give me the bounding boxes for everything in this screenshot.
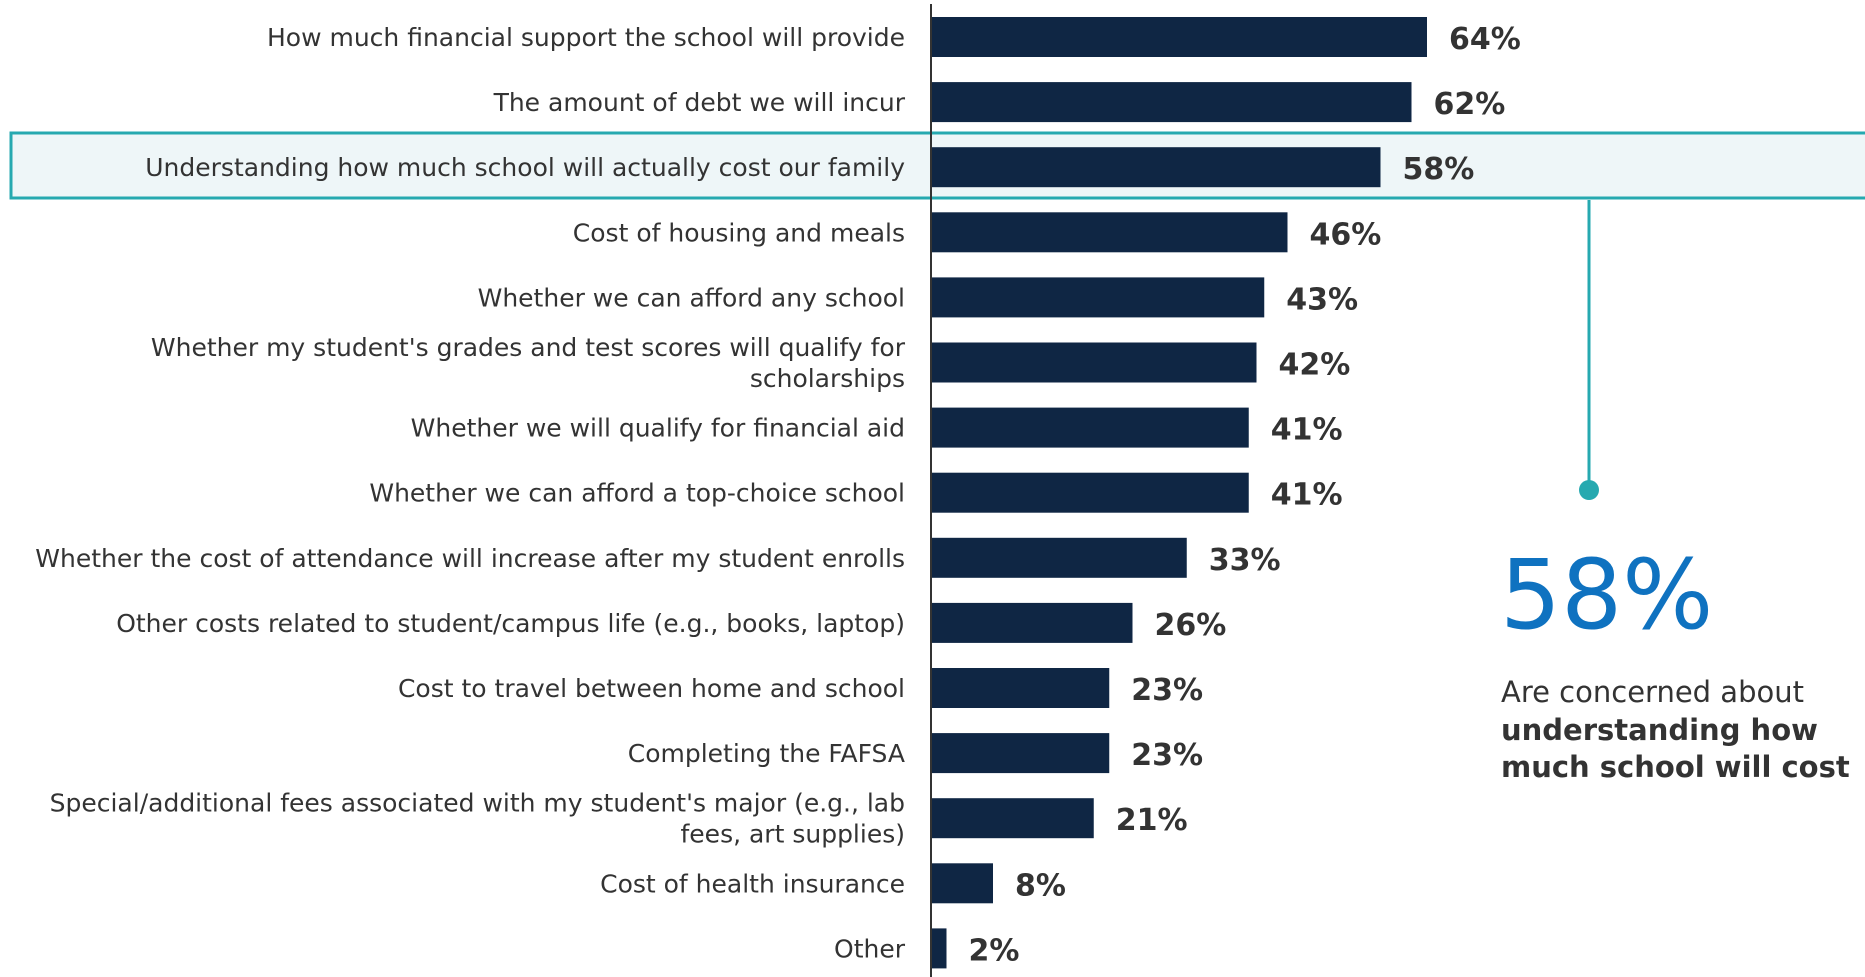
bar-10 [931,668,1110,708]
bar-13 [931,863,993,904]
bar-12 [931,798,1094,839]
value-label-14: 2% [969,933,1020,968]
category-label-7: Whether we can afford a top-choice schoo… [369,479,905,508]
category-label-6: Whether we will qualify for financial ai… [411,414,905,443]
value-label-1: 62% [1434,87,1506,122]
category-label-3: Cost of housing and meals [573,218,905,247]
category-label-0: How much financial support the school wi… [267,23,905,52]
category-label-12-line-1: fees, art supplies) [681,820,906,849]
value-label-2: 58% [1403,152,1475,187]
category-label-8: Whether the cost of attendance will incr… [35,544,905,573]
category-label-4: Whether we can afford any school [478,283,905,312]
value-label-5: 42% [1279,348,1351,383]
bar-7 [931,472,1249,513]
value-label-3: 46% [1310,217,1382,252]
value-label-11: 23% [1131,738,1203,773]
category-label-10: Cost to travel between home and school [398,674,905,703]
value-label-8: 33% [1209,543,1281,578]
value-label-4: 43% [1286,282,1358,317]
value-label-9: 26% [1155,608,1227,643]
value-label-13: 8% [1015,868,1066,903]
category-label-9: Other costs related to student/campus li… [116,609,905,638]
value-label-12: 21% [1116,803,1188,838]
bar-5 [931,342,1257,383]
bar-6 [931,407,1249,448]
category-label-1: The amount of debt we will incur [493,88,906,117]
value-label-6: 41% [1271,413,1343,448]
bar-1 [931,82,1412,123]
category-label-14: Other [834,934,906,963]
callout-text-line1: Are concerned about [1501,675,1804,709]
category-label-2: Understanding how much school will actua… [145,153,905,182]
callout-dot [1579,480,1599,500]
category-label-13: Cost of health insurance [600,869,905,898]
callout-text-line2: understanding how [1501,713,1818,747]
value-label-7: 41% [1271,478,1343,513]
bar-11 [931,733,1110,774]
callout-value: 58% [1500,539,1713,651]
bar-3 [931,212,1288,253]
bar-9 [931,602,1133,643]
category-label-5-line-1: scholarships [750,364,905,393]
bar-2 [931,147,1381,188]
value-label-10: 23% [1131,673,1203,708]
category-label-12-line-0: Special/additional fees associated with … [50,789,905,818]
bar-0 [931,17,1427,57]
value-label-0: 64% [1449,22,1521,57]
bar-8 [931,537,1187,578]
category-label-5-line-0: Whether my student's grades and test sco… [151,333,906,362]
category-label-11: Completing the FAFSA [628,739,905,768]
callout-text-line3: much school will cost [1501,750,1850,784]
bar-14 [931,928,947,969]
bar-4 [931,277,1265,318]
